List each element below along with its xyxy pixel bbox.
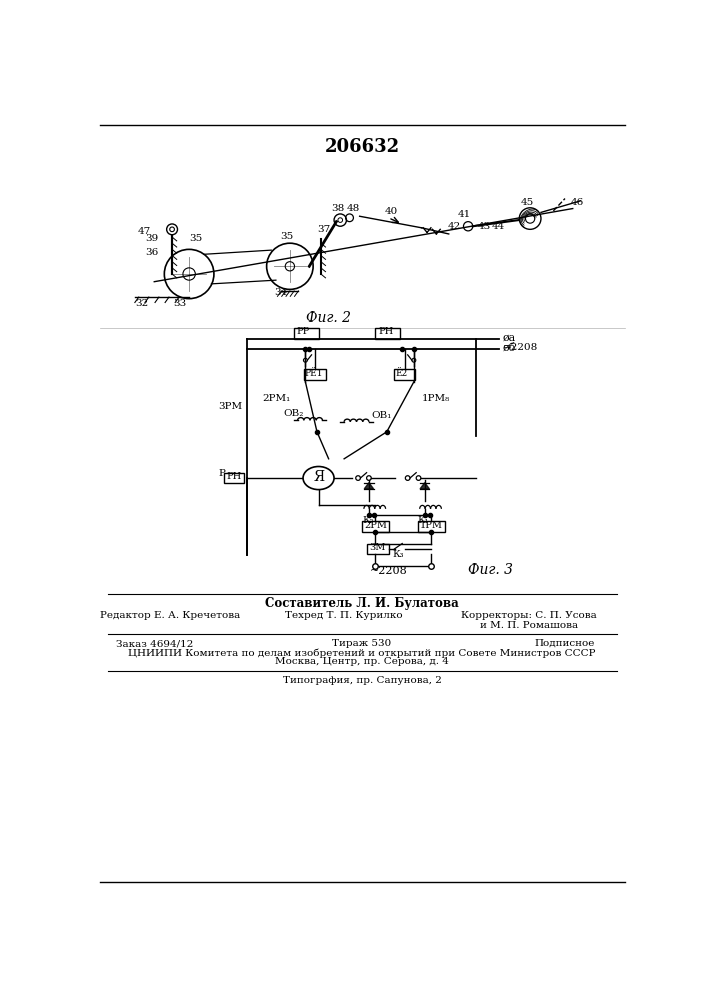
Text: Ё2: Ё2 bbox=[395, 369, 407, 378]
Bar bbox=[362, 521, 389, 532]
Text: 1РМ: 1РМ bbox=[420, 521, 443, 530]
Bar bbox=[394, 369, 416, 380]
Bar bbox=[304, 369, 325, 380]
Text: Техред Т. П. Курилко: Техред Т. П. Курилко bbox=[286, 611, 403, 620]
Text: 43: 43 bbox=[477, 222, 491, 231]
Text: Типография, пр. Сапунова, 2: Типография, пр. Сапунова, 2 bbox=[283, 676, 441, 685]
Text: 34: 34 bbox=[274, 288, 288, 297]
Text: øa: øa bbox=[503, 333, 516, 343]
Text: 38: 38 bbox=[331, 204, 344, 213]
Bar bbox=[368, 544, 389, 554]
Text: 44: 44 bbox=[491, 222, 505, 231]
Text: Редактор Е. А. Кречетова: Редактор Е. А. Кречетова bbox=[100, 611, 240, 620]
Bar bbox=[293, 328, 319, 339]
Text: 33: 33 bbox=[174, 299, 187, 308]
Text: =2208: =2208 bbox=[503, 343, 538, 352]
Text: Подписное: Подписное bbox=[534, 639, 595, 648]
Text: ОВ₁: ОВ₁ bbox=[371, 411, 392, 420]
Text: 37: 37 bbox=[317, 225, 330, 234]
Text: 42: 42 bbox=[448, 222, 460, 231]
Ellipse shape bbox=[303, 467, 334, 490]
Text: РН: РН bbox=[226, 472, 242, 481]
Text: РН: РН bbox=[378, 327, 394, 336]
Text: Корректоры: С. П. Усова: Корректоры: С. П. Усова bbox=[461, 611, 597, 620]
Text: 46: 46 bbox=[571, 198, 584, 207]
Text: Составитель Л. И. Булатова: Составитель Л. И. Булатова bbox=[265, 597, 459, 610]
Text: 48: 48 bbox=[346, 204, 360, 213]
Bar bbox=[224, 473, 244, 483]
Text: 36: 36 bbox=[146, 248, 159, 257]
Text: øб: øб bbox=[503, 343, 516, 353]
Text: Я: Я bbox=[314, 470, 325, 484]
Text: 41: 41 bbox=[458, 210, 472, 219]
Text: Заказ 4694/12: Заказ 4694/12 bbox=[115, 639, 193, 648]
Text: Фиг. 2: Фиг. 2 bbox=[306, 311, 351, 325]
Text: 35: 35 bbox=[280, 232, 293, 241]
Text: Тираж 530: Тираж 530 bbox=[332, 639, 392, 648]
Text: 3РМ: 3РМ bbox=[218, 402, 243, 411]
Text: 35: 35 bbox=[189, 234, 202, 243]
Text: и М. П. Ромашова: и М. П. Ромашова bbox=[479, 621, 578, 630]
Text: P: P bbox=[218, 469, 226, 478]
Text: К₂: К₂ bbox=[362, 516, 373, 525]
Text: 2РМ₁: 2РМ₁ bbox=[263, 394, 291, 403]
Text: 1РМ₈: 1РМ₈ bbox=[421, 394, 450, 403]
Bar bbox=[375, 328, 400, 339]
Text: Фиг. 3: Фиг. 3 bbox=[468, 563, 513, 577]
Text: 47: 47 bbox=[138, 227, 151, 236]
Text: РР: РР bbox=[297, 327, 310, 336]
Text: 32: 32 bbox=[135, 299, 148, 308]
Text: 39: 39 bbox=[146, 234, 159, 243]
Text: РЁ1: РЁ1 bbox=[305, 369, 323, 378]
Text: Москва, Центр, пр. Серова, д. 4: Москва, Центр, пр. Серова, д. 4 bbox=[275, 657, 449, 666]
Text: 206632: 206632 bbox=[325, 138, 399, 156]
Text: ~2208: ~2208 bbox=[370, 566, 407, 576]
Text: 40: 40 bbox=[385, 207, 397, 216]
Polygon shape bbox=[364, 483, 373, 489]
Polygon shape bbox=[420, 483, 429, 489]
Text: ОВ₂: ОВ₂ bbox=[284, 409, 304, 418]
Text: 2РМ: 2РМ bbox=[364, 521, 387, 530]
Text: 3М: 3М bbox=[370, 543, 386, 552]
Bar bbox=[418, 521, 445, 532]
Text: ЦНИИПИ Комитета по делам изобретений и открытий при Совете Министров СССР: ЦНИИПИ Комитета по делам изобретений и о… bbox=[128, 648, 596, 658]
Text: 45: 45 bbox=[521, 198, 534, 207]
Text: К₁: К₁ bbox=[418, 516, 429, 525]
Text: К₃: К₃ bbox=[392, 550, 404, 559]
